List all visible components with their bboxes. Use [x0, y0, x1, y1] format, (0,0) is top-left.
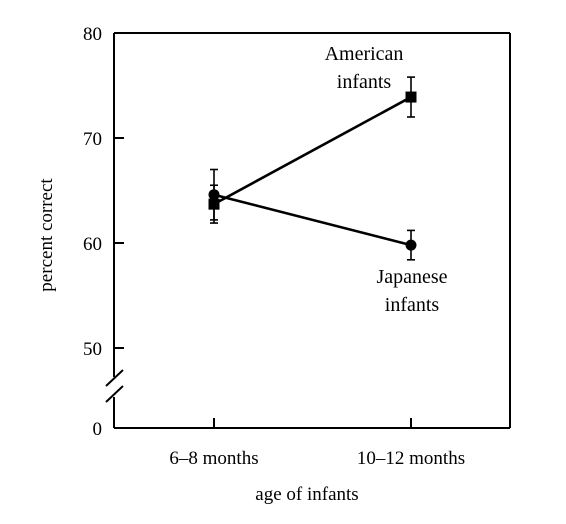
x-axis-ticks: 6–8 months 10–12 months — [169, 418, 465, 469]
data-point-square — [405, 91, 417, 103]
axis-break-mark-upper — [105, 369, 124, 387]
series-label: American — [325, 43, 404, 65]
data-point-circle — [208, 189, 220, 201]
series-line — [213, 193, 412, 247]
y-tick-label: 60 — [83, 234, 102, 255]
series-japanese-infants — [208, 168, 417, 261]
x-tick-label: 6–8 months — [169, 448, 258, 469]
y-axis-title: percent correct — [36, 178, 57, 292]
series-layer — [208, 76, 417, 261]
y-axis-ticks: 50 60 70 80 0 — [83, 24, 124, 440]
series-label: infants — [337, 71, 392, 93]
y-tick-label: 0 — [93, 419, 103, 440]
y-tick-label: 80 — [83, 24, 102, 45]
y-tick-label: 50 — [83, 339, 102, 360]
x-tick-label: 10–12 months — [357, 448, 465, 469]
data-point-circle — [405, 239, 417, 251]
y-tick-label: 70 — [83, 129, 102, 150]
series-labels: American infants Japanese infants — [325, 43, 448, 316]
series-line — [213, 95, 412, 206]
axis-break-mark-lower — [105, 385, 124, 403]
axes — [105, 32, 511, 429]
series-label: Japanese — [376, 266, 447, 288]
x-axis-title: age of infants — [255, 484, 358, 505]
series-label: infants — [385, 294, 440, 316]
